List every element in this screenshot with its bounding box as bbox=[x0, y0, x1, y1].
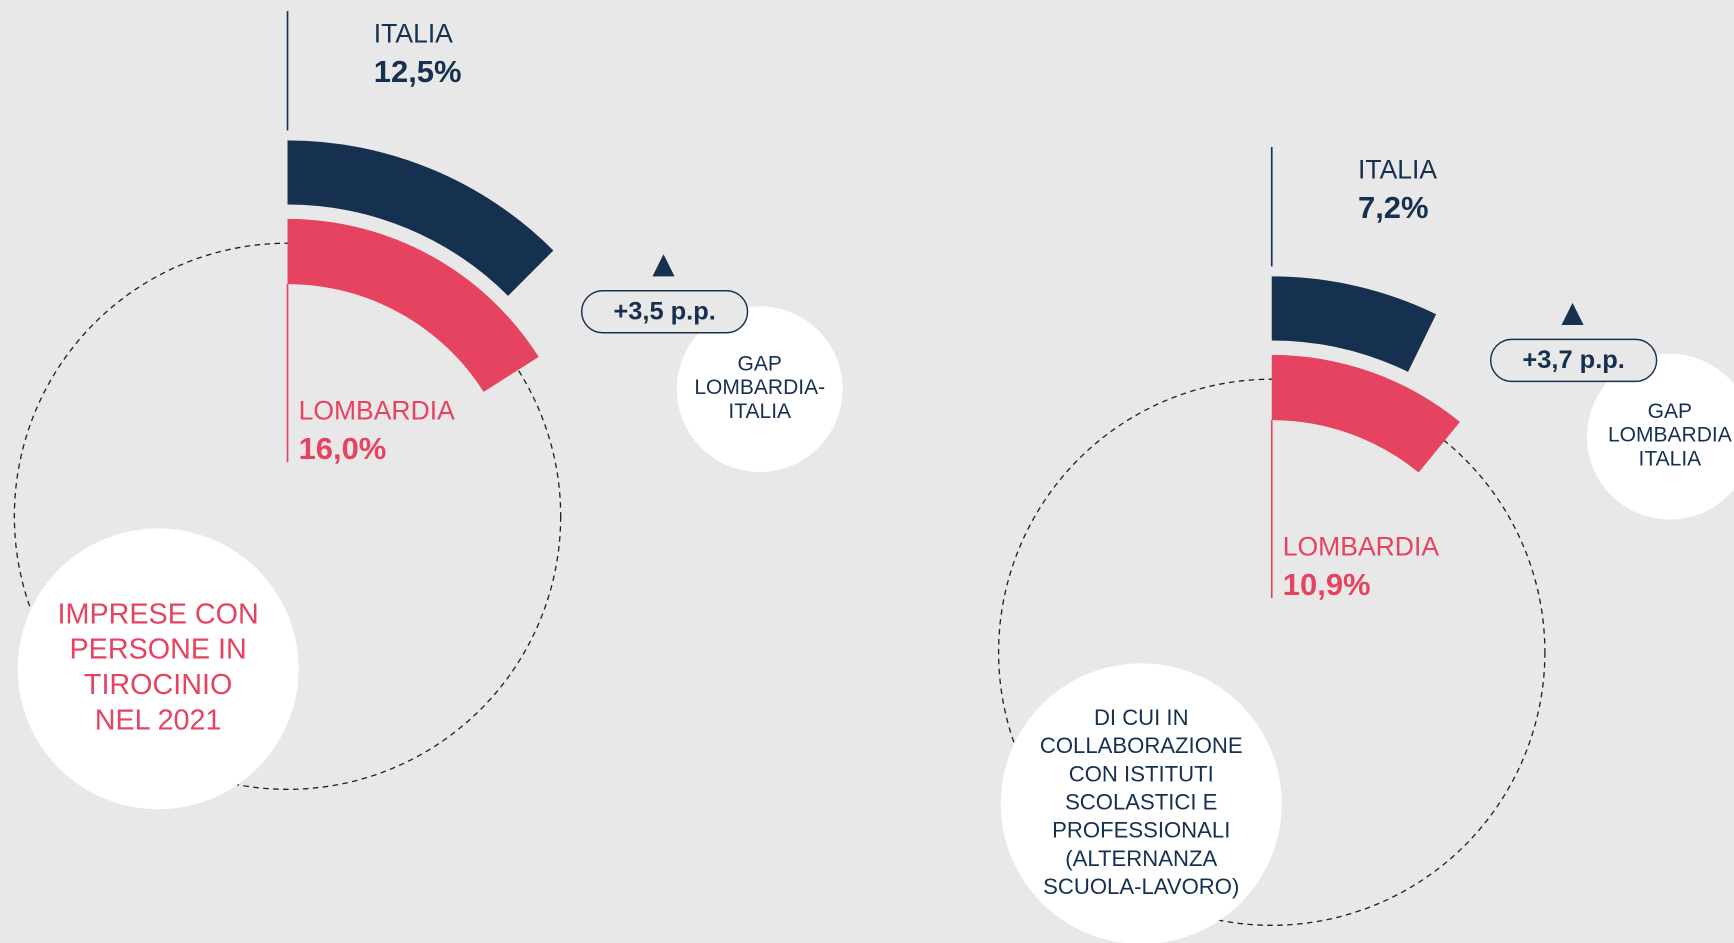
value-label: 16,0% bbox=[299, 431, 387, 466]
gap-pill bbox=[1489, 338, 1658, 383]
gap-value: +3,7 p.p. bbox=[1522, 346, 1624, 374]
chart-label: PROFESSIONALI bbox=[1052, 818, 1230, 843]
series-name: ITALIA bbox=[1358, 154, 1437, 184]
gap-circle bbox=[676, 306, 843, 473]
chart-label: DI CUI IN bbox=[1094, 705, 1189, 730]
label-circle bbox=[1000, 663, 1282, 943]
up-triangle bbox=[652, 254, 675, 277]
chart-label: NEL 2021 bbox=[95, 704, 222, 736]
label-circle bbox=[17, 528, 299, 810]
chart-label: TIROCINIO bbox=[84, 669, 232, 701]
chart-label: IMPRESE CON bbox=[58, 598, 259, 630]
gap-label: ITALIA bbox=[728, 400, 791, 423]
arc-bar bbox=[1271, 276, 1437, 372]
arc-bar bbox=[287, 140, 554, 296]
chart-label: SCUOLA-LAVORO) bbox=[1043, 874, 1239, 899]
series-name: ITALIA bbox=[374, 18, 453, 48]
gap-label: GAP bbox=[738, 352, 782, 375]
gap-label: ITALIA bbox=[1639, 447, 1702, 470]
series-name: LOMBARDIA bbox=[299, 395, 456, 425]
chart-label: CON ISTITUTI bbox=[1069, 761, 1214, 786]
gap-value: +3,5 p.p. bbox=[613, 298, 715, 326]
gap-label: GAP bbox=[1648, 400, 1692, 423]
chart-label: COLLABORAZIONE bbox=[1040, 733, 1243, 758]
chart-label: (ALTERNANZA bbox=[1065, 846, 1217, 871]
chart-label: SCOLASTICI E bbox=[1065, 790, 1217, 815]
arc-bar bbox=[1271, 354, 1460, 473]
series-name: LOMBARDIA bbox=[1283, 531, 1440, 561]
value-label: 12,5% bbox=[374, 54, 462, 89]
chart-label: PERSONE IN bbox=[70, 634, 247, 666]
gap-label: LOMBARDIA- bbox=[694, 376, 825, 399]
gap-label: LOMBARDIA bbox=[1608, 424, 1732, 447]
arc-bar bbox=[287, 218, 539, 392]
value-label: 10,9% bbox=[1283, 567, 1371, 602]
gap-pill bbox=[580, 290, 749, 334]
gap-circle bbox=[1586, 353, 1734, 520]
value-label: 7,2% bbox=[1358, 190, 1429, 225]
up-triangle bbox=[1561, 302, 1584, 326]
